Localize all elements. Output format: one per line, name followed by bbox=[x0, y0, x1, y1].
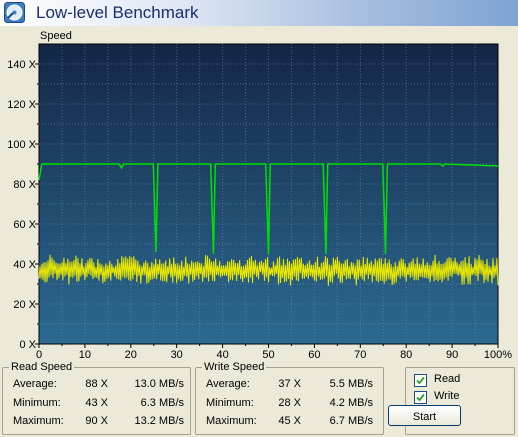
read-maximum-x: 90 X bbox=[85, 415, 108, 427]
x-tick-label: 90 bbox=[446, 349, 458, 360]
read-minimum-row: Minimum: 43 X 6.3 MB/s bbox=[3, 397, 190, 411]
y-tick-label: 140 X bbox=[7, 59, 36, 71]
read-average-mbs: 13.0 MB/s bbox=[134, 378, 184, 390]
y-tick-label: 40 X bbox=[13, 259, 36, 271]
x-tick-label: 30 bbox=[171, 349, 183, 360]
y-tick-label: 120 X bbox=[7, 99, 36, 111]
write-average-x: 37 X bbox=[278, 378, 301, 390]
write-maximum-label: Maximum: bbox=[206, 415, 257, 427]
x-tick-label: 50 bbox=[262, 349, 274, 360]
read-maximum-label: Maximum: bbox=[13, 415, 64, 427]
y-tick-label: 60 X bbox=[13, 219, 36, 231]
read-checkbox[interactable] bbox=[414, 374, 427, 387]
read-maximum-mbs: 13.2 MB/s bbox=[134, 415, 184, 427]
read-checkbox-label[interactable]: Read bbox=[434, 373, 461, 385]
read-maximum-row: Maximum: 90 X 13.2 MB/s bbox=[3, 415, 190, 429]
write-speed-group: Write Speed Average: 37 X 5.5 MB/s Minim… bbox=[195, 361, 384, 435]
start-button[interactable]: Start bbox=[388, 405, 461, 426]
write-speed-title: Write Speed bbox=[202, 361, 267, 373]
y-axis-title: Speed bbox=[40, 30, 72, 42]
y-tick-label: 100 X bbox=[7, 139, 36, 151]
x-tick-label: 20 bbox=[125, 349, 137, 360]
read-average-label: Average: bbox=[13, 378, 57, 390]
x-tick-label: 80 bbox=[400, 349, 412, 360]
x-tick-label: 100% bbox=[484, 349, 512, 360]
write-checkbox-label[interactable]: Write bbox=[434, 390, 460, 402]
read-average-row: Average: 88 X 13.0 MB/s bbox=[3, 378, 190, 392]
read-speed-title: Read Speed bbox=[9, 361, 75, 373]
y-tick-label: 80 X bbox=[13, 179, 36, 191]
write-minimum-label: Minimum: bbox=[206, 397, 254, 409]
write-average-mbs: 5.5 MB/s bbox=[329, 378, 373, 390]
x-tick-label: 0 bbox=[36, 349, 42, 360]
write-minimum-x: 28 X bbox=[278, 397, 301, 409]
options-group: Read Write bbox=[405, 367, 515, 435]
x-tick-label: 60 bbox=[308, 349, 320, 360]
read-speed-line bbox=[38, 163, 499, 255]
write-minimum-mbs: 4.2 MB/s bbox=[329, 397, 373, 409]
check-icon bbox=[416, 376, 425, 385]
read-average-x: 88 X bbox=[85, 378, 108, 390]
speed-chart: 0 X 20 X 40 X 60 X 80 X 100 X 120 X 140 X 0 10 20… bbox=[7, 43, 512, 360]
app-icon bbox=[4, 2, 25, 23]
window-title: Low-level Benchmark bbox=[36, 3, 199, 22]
write-maximum-x: 45 X bbox=[278, 415, 301, 427]
read-minimum-x: 43 X bbox=[85, 397, 108, 409]
check-icon bbox=[416, 393, 425, 402]
y-tick-label: 20 X bbox=[13, 299, 36, 311]
write-average-row: Average: 37 X 5.5 MB/s bbox=[196, 378, 383, 392]
write-maximum-row: Maximum: 45 X 6.7 MB/s bbox=[196, 415, 383, 429]
read-minimum-label: Minimum: bbox=[13, 397, 61, 409]
write-speed-line bbox=[38, 254, 499, 286]
x-tick-label: 10 bbox=[79, 349, 91, 360]
write-maximum-mbs: 6.7 MB/s bbox=[329, 415, 373, 427]
title-bar: Low-level Benchmark bbox=[0, 0, 518, 26]
write-average-label: Average: bbox=[206, 378, 250, 390]
write-minimum-row: Minimum: 28 X 4.2 MB/s bbox=[196, 397, 383, 411]
write-checkbox[interactable] bbox=[414, 391, 427, 404]
read-minimum-mbs: 6.3 MB/s bbox=[140, 397, 184, 409]
x-tick-label: 70 bbox=[354, 349, 366, 360]
read-speed-group: Read Speed Average: 88 X 13.0 MB/s Minim… bbox=[2, 361, 191, 435]
x-tick-label: 40 bbox=[216, 349, 228, 360]
y-tick-label: 0 X bbox=[19, 339, 36, 351]
